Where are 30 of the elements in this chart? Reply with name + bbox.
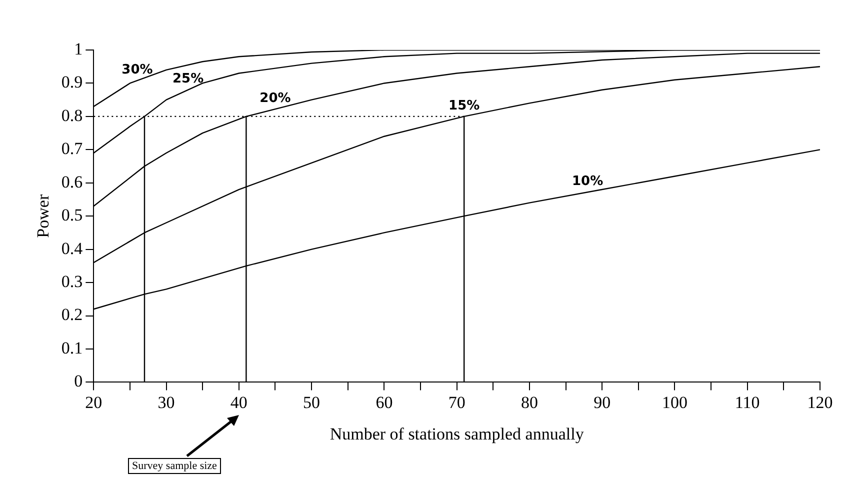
y-tick-label: 0 xyxy=(74,372,83,391)
x-tick-label: 30 xyxy=(158,392,175,412)
y-tick-label: 0.9 xyxy=(61,72,83,92)
y-tick-label: 0.3 xyxy=(61,272,83,292)
y-tick-label: 0.5 xyxy=(61,206,83,225)
x-tick-label: 110 xyxy=(734,392,760,412)
x-tick-label: 70 xyxy=(448,392,466,412)
y-tick-label: 0.4 xyxy=(61,238,84,258)
y-tick-label: 0.7 xyxy=(61,139,84,158)
y-tick-label: 1 xyxy=(74,39,83,58)
y-axis-title: Power xyxy=(34,194,53,238)
y-tick-label: 0.2 xyxy=(61,305,83,324)
y-tick-label: 0.1 xyxy=(61,338,83,358)
x-tick-label: 40 xyxy=(230,392,248,412)
series-label: 25% xyxy=(172,72,204,87)
y-tick-label: 0.8 xyxy=(61,106,83,125)
x-tick-label: 60 xyxy=(376,392,393,412)
x-tick-label: 50 xyxy=(303,392,320,412)
y-tick-label: 0.6 xyxy=(61,172,83,192)
x-tick-label: 120 xyxy=(807,392,833,412)
series-label: 10% xyxy=(572,174,604,190)
x-tick-label: 100 xyxy=(662,392,688,412)
text: Survey sample size xyxy=(128,458,221,474)
x-tick-label: 80 xyxy=(520,392,538,412)
x-tick-label: 20 xyxy=(85,392,102,412)
series-label: 20% xyxy=(260,90,291,106)
series-label: 30% xyxy=(122,62,153,78)
series-label: 15% xyxy=(448,98,480,114)
x-tick-label: 90 xyxy=(594,392,611,412)
x-axis-title: Number of stations sampled annually xyxy=(330,424,584,444)
